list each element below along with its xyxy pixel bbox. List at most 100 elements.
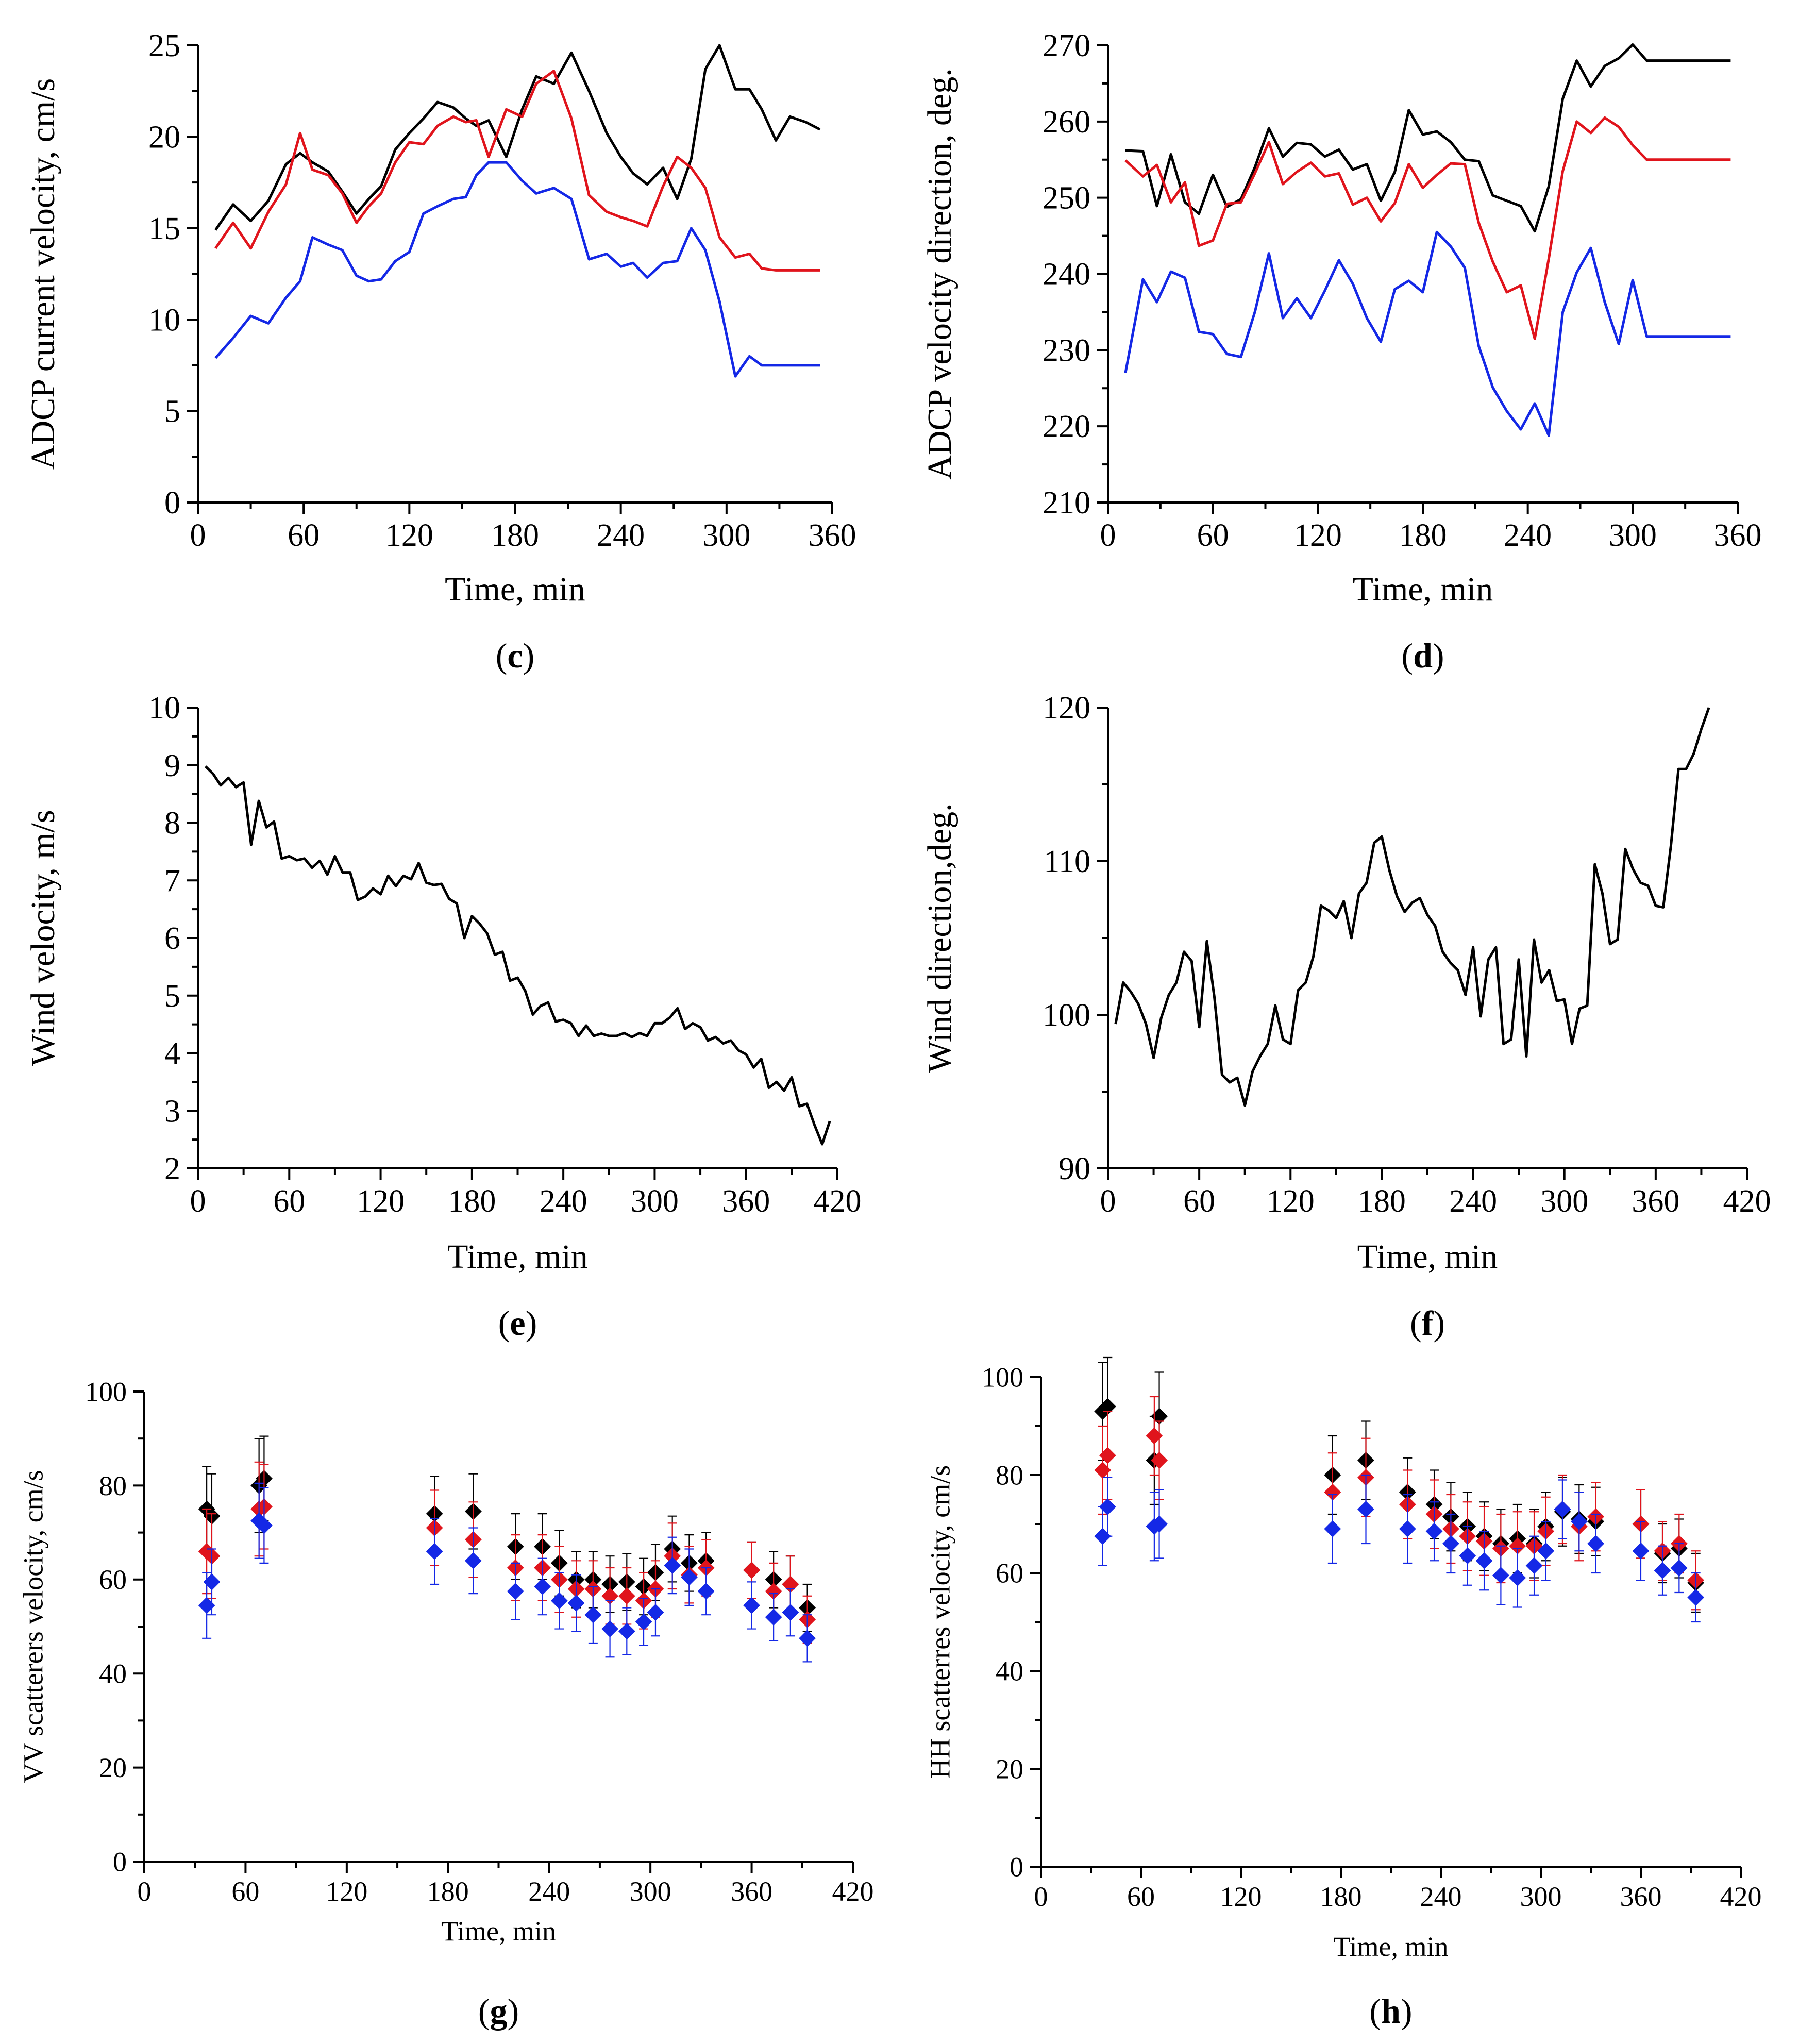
- y-tick-label: 230: [1043, 333, 1090, 368]
- y-tick-label: 250: [1043, 181, 1090, 216]
- x-tick-label: 60: [273, 1184, 305, 1219]
- panel-label-letter: d: [1413, 636, 1433, 675]
- data-point-blue: [1399, 1520, 1416, 1537]
- data-point-blue: [1570, 1513, 1588, 1530]
- x-tick-label: 300: [1520, 1881, 1562, 1912]
- data-point-blue: [426, 1543, 443, 1560]
- data-point-red: [1099, 1447, 1116, 1464]
- data-point-blue: [799, 1630, 816, 1647]
- x-tick-label: 60: [1127, 1881, 1155, 1912]
- x-tick-label: 120: [1294, 518, 1342, 553]
- x-tick-label: 300: [631, 1184, 679, 1219]
- data-point-blue: [697, 1583, 715, 1600]
- panel-label-letter: g: [490, 1991, 508, 2031]
- x-tick-label: 0: [190, 1184, 206, 1219]
- x-axis-label: Time, min: [1333, 1931, 1448, 1962]
- y-tick-label: 2: [164, 1151, 180, 1186]
- chart-panel-h: 0 60 120 180 240 300 360 420 0 20 40 60 80 100 Time, m…: [924, 1356, 1762, 2031]
- x-axis-label: Time, min: [447, 1238, 588, 1276]
- x-tick-label: 120: [1220, 1881, 1262, 1912]
- data-point-blue: [1357, 1501, 1374, 1518]
- chart-panel-f: 0 60 120 180 240 300 360 420 90 100 110 120 Time, mi…: [921, 691, 1771, 1343]
- series-line-red: [214, 70, 820, 272]
- y-axis-label: VV scatterers velocity, cm/s: [18, 1470, 48, 1783]
- panel-label: (c): [496, 636, 535, 675]
- x-axis-label: Time, min: [441, 1916, 556, 1947]
- panel-label: (d): [1401, 636, 1444, 675]
- x-tick-label: 240: [1449, 1184, 1497, 1219]
- y-tick-label: 8: [164, 806, 180, 841]
- y-tick-label: 270: [1043, 28, 1090, 63]
- y-tick-label: 120: [1043, 691, 1090, 726]
- panel-label: (h): [1369, 1991, 1412, 2031]
- y-tick-label: 100: [982, 1362, 1023, 1393]
- x-tick-label: 240: [540, 1184, 587, 1219]
- x-tick-label: 360: [1714, 518, 1762, 553]
- x-tick-label: 300: [1540, 1184, 1588, 1219]
- y-tick-label: 240: [1043, 257, 1090, 292]
- y-tick-label: 7: [164, 863, 180, 898]
- x-tick-label: 180: [1320, 1881, 1362, 1912]
- x-tick-label: 360: [731, 1876, 772, 1907]
- y-tick-label: 0: [113, 1846, 127, 1877]
- panel-label-open-paren: (: [498, 1303, 510, 1343]
- x-axis-label: Time, min: [445, 571, 585, 608]
- data-point-blue: [256, 1517, 273, 1534]
- x-tick-label: 300: [702, 518, 750, 553]
- y-tick-label: 0: [164, 485, 180, 521]
- panel-label-close-paren: ): [523, 636, 535, 675]
- data-point-blue: [1587, 1535, 1605, 1552]
- data-point-blue: [584, 1606, 602, 1623]
- data-point-blue: [567, 1594, 585, 1612]
- panel-label-open-paren: (: [1401, 636, 1413, 675]
- y-tick-label: 10: [148, 303, 180, 338]
- x-tick-label: 360: [722, 1184, 770, 1219]
- data-point-blue: [647, 1604, 664, 1621]
- x-tick-label: 120: [326, 1876, 367, 1907]
- x-tick-label: 120: [357, 1184, 405, 1219]
- x-tick-label: 300: [630, 1876, 671, 1907]
- y-tick-label: 0: [1010, 1851, 1023, 1882]
- data-point-blue: [1324, 1520, 1341, 1537]
- data-point-blue: [743, 1597, 760, 1614]
- data-point-blue: [1525, 1557, 1543, 1574]
- panel-label-letter: h: [1381, 1991, 1401, 2031]
- x-tick-label: 180: [1358, 1184, 1406, 1219]
- panel-label: (e): [498, 1303, 537, 1343]
- data-point-blue: [765, 1609, 782, 1626]
- x-tick-label: 240: [597, 518, 645, 553]
- data-point-blue: [601, 1620, 618, 1637]
- y-tick-label: 15: [148, 211, 180, 246]
- y-axis-label: Wind velocity, m/s: [24, 810, 62, 1066]
- data-point-blue: [1425, 1522, 1443, 1540]
- panel-label: (f): [1410, 1303, 1445, 1343]
- x-tick-label: 120: [385, 518, 433, 553]
- y-tick-label: 210: [1043, 485, 1090, 521]
- x-tick-label: 180: [448, 1184, 496, 1219]
- x-tick-label: 0: [138, 1876, 152, 1907]
- series-line-blue: [1124, 230, 1731, 437]
- panel-label-open-paren: (: [478, 1991, 490, 2031]
- x-tick-label: 360: [809, 518, 856, 553]
- data-point-red: [743, 1562, 760, 1579]
- data-point-blue: [635, 1613, 652, 1631]
- data-point-red: [1151, 1452, 1168, 1469]
- y-tick-label: 20: [996, 1753, 1023, 1784]
- data-point-blue: [1632, 1542, 1650, 1560]
- x-tick-label: 120: [1267, 1184, 1315, 1219]
- y-tick-label: 100: [1043, 998, 1090, 1033]
- panel-label-open-paren: (: [1369, 1991, 1381, 2031]
- data-point-blue: [464, 1552, 482, 1569]
- panel-label-close-paren: ): [1433, 636, 1444, 675]
- y-tick-label: 25: [148, 28, 180, 63]
- x-tick-label: 0: [190, 518, 206, 553]
- x-tick-label: 240: [1420, 1881, 1462, 1912]
- panel-label-open-paren: (: [496, 636, 508, 675]
- data-point-blue: [664, 1557, 681, 1574]
- x-tick-label: 420: [1720, 1881, 1762, 1912]
- x-tick-label: 420: [814, 1184, 862, 1219]
- data-point-blue: [203, 1573, 221, 1590]
- data-point-blue: [507, 1583, 524, 1600]
- x-tick-label: 240: [1504, 518, 1552, 553]
